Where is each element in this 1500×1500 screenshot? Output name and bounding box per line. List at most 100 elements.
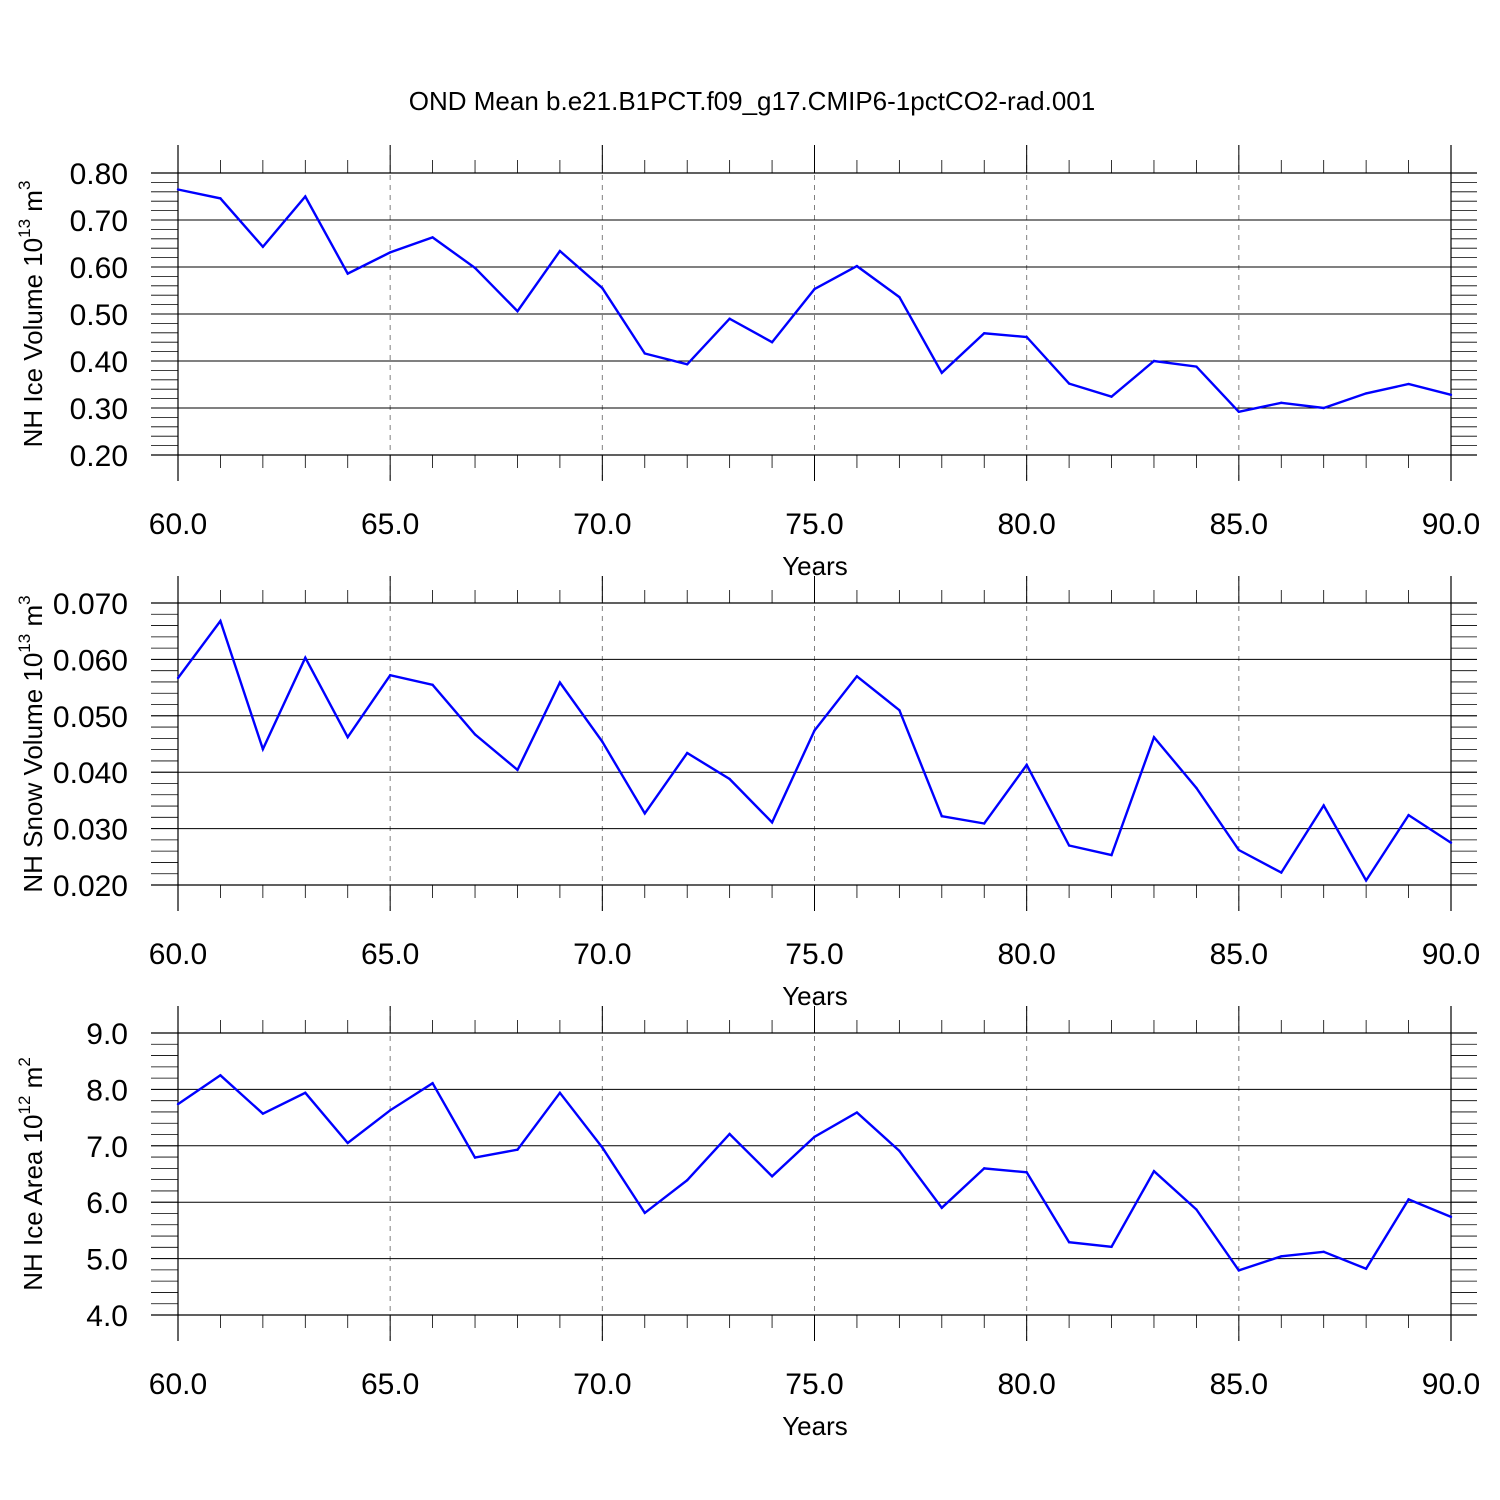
data-point (219, 197, 222, 200)
data-point (473, 733, 477, 736)
data-point (1195, 1208, 1198, 1211)
data-point (1280, 401, 1283, 405)
chart-panel-2: 0.020 0.030 0.040 0.050 0.060 0.070 60.0 65.0 70… (15, 576, 1480, 1011)
data-point (558, 681, 562, 684)
x-tick-label: 85.0 (1210, 508, 1268, 541)
data-point (855, 1111, 859, 1114)
y-tick-label: 4.0 (86, 1300, 128, 1333)
data-point (1364, 879, 1368, 882)
x-tick-label: 70.0 (573, 508, 631, 541)
data-point (1025, 1171, 1028, 1174)
data-point (304, 656, 307, 659)
data-point (1364, 392, 1368, 395)
y-tick-label: 0.070 (53, 588, 128, 621)
data-point (686, 751, 689, 755)
y-axis-label-text: NH Snow Volume 10 (18, 653, 48, 893)
data-point (516, 309, 519, 313)
data-point (983, 332, 986, 335)
chart-panel-1: 0.20 0.30 0.40 0.50 0.60 0.70 0.80 60.0 65.0 70.0… (15, 145, 1480, 581)
data-point (346, 736, 349, 739)
x-tick-label: 90.0 (1422, 938, 1480, 971)
y-tick-label: 0.80 (70, 158, 128, 191)
x-tick-label: 85.0 (1210, 938, 1268, 971)
data-point (1110, 395, 1113, 398)
x-tick-label: 60.0 (149, 1368, 207, 1401)
data-point (1152, 736, 1156, 739)
data-point (431, 683, 434, 686)
x-tick-label: 65.0 (361, 938, 419, 971)
data-point (1237, 848, 1241, 852)
data-point (643, 1211, 646, 1215)
y-axis-label-exponent: 13 (15, 634, 34, 653)
figure-title: OND Mean b.e21.B1PCT.f09_g17.CMIP6-1pctC… (409, 86, 1095, 116)
data-point (219, 1074, 222, 1077)
data-point (728, 777, 731, 781)
data-point (728, 1132, 731, 1136)
data-point (940, 371, 943, 374)
x-tick-label: 75.0 (785, 508, 843, 541)
x-axis-label: Years (782, 1411, 848, 1441)
data-point (601, 1146, 604, 1149)
x-tick-label: 90.0 (1422, 1368, 1480, 1401)
data-point (983, 1167, 986, 1170)
data-point (388, 1109, 392, 1112)
data-point (1152, 359, 1156, 363)
data-point (1237, 1269, 1241, 1272)
data-point (261, 245, 265, 248)
data-point (686, 1179, 689, 1182)
data-point (813, 287, 816, 291)
y-axis-label-unit-exponent: 2 (15, 1057, 34, 1066)
y-axis-label-unit: m (18, 190, 48, 219)
y-axis-label-text: NH Ice Area 10 (18, 1114, 48, 1290)
data-point (388, 251, 392, 254)
data-point (940, 1206, 943, 1210)
y-tick-label: 0.040 (53, 757, 128, 790)
data-point (643, 812, 646, 815)
data-point (219, 619, 222, 623)
y-axis-label-unit: m (18, 605, 48, 634)
data-point (1067, 382, 1071, 385)
x-tick-label: 90.0 (1422, 508, 1480, 541)
y-tick-label: 0.050 (53, 701, 128, 734)
data-point (431, 236, 434, 239)
y-axis-label-exponent: 12 (15, 1096, 34, 1115)
y-tick-label: 8.0 (86, 1074, 128, 1107)
data-point (431, 1081, 434, 1085)
data-point (1407, 1198, 1410, 1201)
data-point (770, 341, 774, 344)
data-point (1110, 853, 1113, 857)
data-point (176, 1102, 180, 1106)
data-point (1110, 1245, 1113, 1248)
data-point (898, 1149, 901, 1153)
x-tick-label: 65.0 (361, 508, 419, 541)
y-axis-label: NH Ice Area 1012 m2 (15, 1057, 48, 1291)
y-axis-label-unit: m (18, 1067, 48, 1096)
data-point (855, 675, 859, 678)
data-point (1280, 871, 1283, 874)
y-tick-label: 0.030 (53, 814, 128, 847)
y-axis-label-unit-exponent: 3 (15, 181, 34, 190)
data-point (1449, 841, 1453, 844)
y-tick-label: 0.020 (53, 870, 128, 903)
x-tick-label: 65.0 (361, 1368, 419, 1401)
data-point (516, 768, 519, 772)
x-tick-label: 85.0 (1210, 1368, 1268, 1401)
y-axis-label-unit-exponent: 3 (15, 595, 34, 604)
data-point (1449, 1215, 1453, 1219)
data-point (1195, 786, 1198, 790)
y-tick-label: 0.30 (70, 393, 128, 426)
data-point (686, 363, 689, 366)
data-point (1322, 1250, 1325, 1254)
data-point (770, 821, 774, 824)
data-point (1407, 813, 1410, 817)
data-point (558, 249, 562, 253)
y-axis-label-exponent: 13 (15, 219, 34, 238)
data-point (813, 729, 816, 732)
data-point (261, 747, 265, 751)
data-point (346, 272, 349, 275)
data-point (643, 352, 646, 355)
data-point (388, 673, 392, 677)
y-axis-label: NH Ice Volume 1013 m3 (15, 181, 48, 448)
data-point (1025, 763, 1028, 767)
data-point (898, 295, 901, 299)
